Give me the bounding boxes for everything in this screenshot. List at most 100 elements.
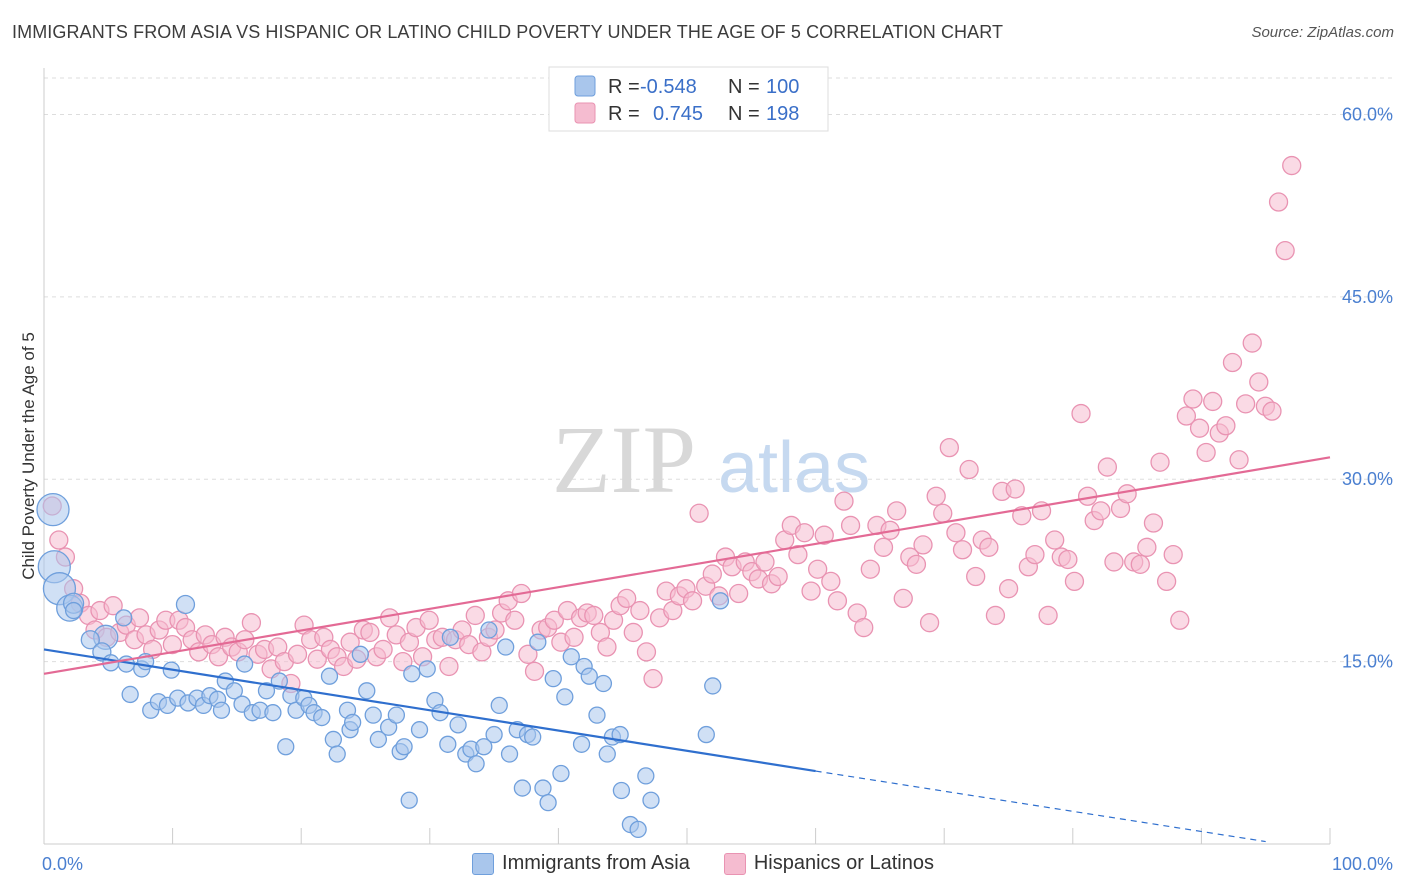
legend-n-label-2: N =	[728, 103, 760, 125]
hispanic-point-25	[208, 647, 229, 667]
asia-point-26	[212, 701, 231, 719]
hispanic-point-183	[1249, 372, 1269, 392]
hispanic-point-30	[241, 613, 262, 633]
hispanic-point-70	[505, 610, 525, 630]
hispanic-point-160	[1097, 457, 1118, 477]
hispanic-point-166	[1137, 537, 1157, 557]
asia-point-86	[572, 735, 591, 753]
hispanic-point-57	[419, 610, 439, 630]
asia-point-6	[64, 601, 83, 620]
legend-swatch-hispanic-bottom	[723, 852, 746, 875]
asia-point-89	[588, 706, 606, 724]
hispanic-point-129	[893, 588, 913, 609]
asia-point-72	[490, 696, 508, 715]
hispanic-point-152	[1045, 530, 1065, 550]
hispanic-point-18	[162, 634, 183, 655]
tick-labels: 15.0% 30.0% 45.0% 60.0% 0.0% 100.0%	[42, 104, 1393, 874]
asia-point-99	[697, 725, 715, 744]
watermark: ZIP atlas	[552, 406, 870, 513]
asia-point-45	[328, 745, 346, 763]
asia-point-68	[467, 755, 485, 773]
hispanic-point-72	[518, 644, 538, 664]
hispanic-point-132	[913, 535, 933, 555]
legend-n-value-1: 100	[766, 76, 799, 98]
asia-point-30	[235, 655, 254, 673]
y-axis-label: Child Poverty Under the Age of 5	[19, 332, 38, 580]
hispanic-point-182	[1242, 333, 1262, 353]
hispanic-point-53	[393, 651, 413, 672]
y-tick-label-0: 15.0%	[1342, 652, 1393, 672]
hispanic-point-165	[1130, 554, 1150, 574]
hispanic-point-123	[854, 617, 874, 638]
hispanic-point-151	[1038, 605, 1058, 626]
hispanic-point-97	[682, 591, 703, 611]
hispanic-point-114	[794, 523, 815, 543]
hispanic-point-186	[1268, 192, 1289, 212]
hispanic-point-180	[1229, 450, 1249, 470]
hispanic-point-181	[1235, 394, 1256, 414]
asia-point-28	[225, 682, 243, 700]
hispanic-point-13	[129, 608, 150, 628]
x-tick-label-0: 0.0%	[42, 854, 83, 874]
asia-point-65	[449, 716, 467, 734]
hispanic-point-133	[919, 613, 940, 633]
hispanic-point-89	[630, 600, 650, 621]
asia-point-73	[497, 638, 515, 656]
asia-point-50	[358, 682, 376, 700]
hispanic-point-168	[1150, 452, 1170, 472]
asia-point-70	[480, 621, 498, 639]
hispanic-point-176	[1203, 391, 1223, 412]
hispanic-point-113	[788, 544, 808, 565]
hispanic-point-178	[1216, 416, 1236, 436]
asia-point-100	[711, 592, 730, 610]
asia-point-96	[629, 820, 647, 839]
asia-point-7	[80, 630, 100, 650]
hispanic-point-175	[1196, 442, 1216, 463]
asia-point-97	[637, 767, 655, 785]
trendline-hispanic	[43, 456, 1331, 675]
hispanic-point-9	[103, 596, 123, 616]
hispanic-point-171	[1170, 610, 1190, 630]
hispanic-point-146	[1005, 479, 1025, 499]
hispanic-point-110	[768, 566, 788, 587]
asia-point-58	[403, 665, 421, 683]
hispanic-point-126	[873, 537, 894, 557]
hispanic-point-128	[887, 501, 907, 521]
asia-point-76	[513, 779, 532, 797]
hispanic-point-104	[728, 583, 749, 604]
asia-point-14	[121, 685, 139, 704]
hispanic-point-147	[1012, 506, 1032, 526]
hispanic-point-37	[287, 644, 308, 664]
hispanic-point-108	[755, 552, 775, 572]
asia-point-53	[379, 718, 398, 736]
asia-point-49	[351, 645, 370, 663]
hispanic-point-84	[597, 637, 617, 657]
trendline-asia-extension	[815, 770, 1266, 843]
legend-n-label-1: N =	[728, 76, 760, 98]
asia-point-79	[529, 633, 547, 651]
asia-point-36	[277, 738, 295, 756]
asia-point-83	[552, 764, 570, 783]
hispanic-point-185	[1262, 401, 1282, 421]
y-tick-label-3: 60.0%	[1342, 104, 1393, 124]
asia-point-60	[418, 660, 436, 678]
hispanic-point-135	[933, 503, 953, 523]
source-credit: Source: ZipAtlas.com	[1251, 24, 1394, 41]
hispanic-point-50	[373, 639, 393, 660]
hispanic-point-76	[544, 610, 564, 630]
trend-lines	[43, 456, 1331, 843]
asia-point-91	[598, 745, 616, 763]
asia-point-98	[642, 791, 660, 809]
hispanic-point-40	[307, 649, 327, 669]
legend-r-label-1: R =	[608, 76, 640, 98]
asia-point-78	[524, 728, 542, 746]
legend-box: R = -0.548 N = 100 R = 0.745 N = 198	[548, 66, 829, 132]
legend-label-hispanic: Hispanics or Latinos	[753, 852, 934, 874]
hispanic-point-159	[1091, 501, 1111, 521]
hispanic-point-155	[1064, 571, 1085, 592]
asia-point-88	[580, 667, 598, 685]
hispanic-point-156	[1071, 403, 1091, 424]
legend-item-asia[interactable]: Immigrants from Asia	[472, 852, 690, 875]
legend-item-hispanic[interactable]: Hispanics or Latinos	[723, 852, 934, 875]
hispanic-point-145	[998, 579, 1019, 599]
